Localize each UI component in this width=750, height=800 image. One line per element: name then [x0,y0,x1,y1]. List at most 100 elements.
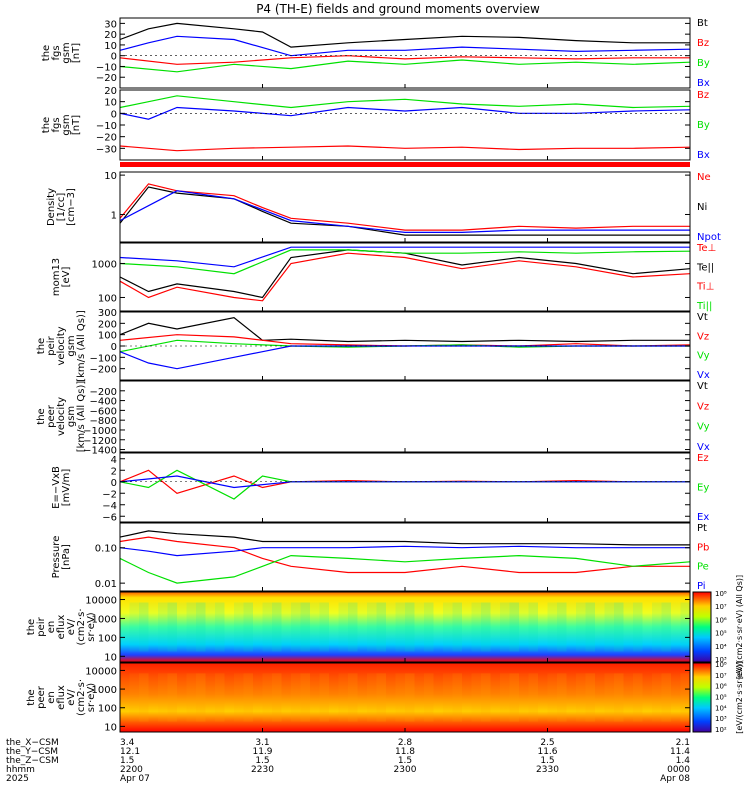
legend-entry: Pi [697,581,706,592]
y-tick-label: 0 [111,109,117,120]
x-tick-label: 2300 [394,765,417,775]
y-tick-label: 1000 [92,685,117,696]
series-line-Bt [119,22,690,48]
x-axis-row-label: the_X−CSM [6,738,59,748]
panel-frame [119,522,691,592]
y-axis-label-line: (cm2·s· [76,679,87,716]
colorbar-tick-label: 10⁵ [715,630,727,638]
y-tick-label: 10 [104,171,117,182]
series-line-Bx [119,106,691,120]
peer_flux-colorbar: 10⁸ 10⁷ 10⁶ 10⁵ 10⁴ 10³ 10² [eV/(cm2·s·sr·eV)] [692,661,744,734]
legend-entry: Bz [697,38,709,49]
y-tick-label: −200 [90,387,117,398]
colorbar-tick-label: 10⁵ [715,694,727,702]
y-axis-label-line: eflux [56,615,67,640]
y-tick-label: 0 [111,342,117,353]
y-axis-label-line: eflux [56,685,67,710]
y-tick-label: 0 [111,478,117,489]
y-tick-label: −6 [102,512,117,523]
y-tick-label: −20 [96,133,117,144]
colorbar-tick-label: 10⁸ [715,661,727,669]
y-tick-label: −1400 [83,446,117,457]
series-line-Vx [119,345,690,370]
y-tick-label: 10000 [85,596,117,607]
legend-entry: Vz [697,401,709,412]
series-line-Bz [119,145,691,152]
y-tick-label: 30 [104,19,117,30]
colorbar-tick-label: 10⁶ [715,616,727,624]
series-line-Bz [119,55,690,65]
legend-entry: Te⊥ [696,243,716,254]
panel-density: 10 1 Density [1/cc] [cm−3] Ne Ni Npot [46,171,721,243]
x-tick-label: 3.4 [120,738,135,748]
y-axis-label-line: peir [36,616,47,636]
y-axis-label: Pressure [nPa] [51,536,72,579]
series-line-Bx [119,35,691,57]
y-axis-label-line: [km/s (All Qs)] [76,310,87,382]
y-tick-label: −800 [90,416,117,427]
y-axis-label-line: peer [46,404,57,428]
x-tick-label: 2.5 [540,738,554,748]
legend-entry: Bx [697,150,710,161]
colorbar-tick-label: 10³ [715,715,727,723]
panel-peir_flux: 10⁸ 10⁷ 10⁶ 10⁵ 10⁴ 10³ [eV/(cm2·s·sr·eV) (All… [26,575,744,679]
x-tick-label: 11.9 [252,747,272,757]
colorbar-tick-label: 10⁴ [715,704,727,712]
y-axis-label-line: Pressure [51,536,62,579]
x-tick-label: 2200 [120,765,143,775]
y-tick-label: 1000 [92,615,117,626]
y-axis-label-line: [nT] [71,43,82,63]
panel-temperature: 1000 100 mom13 [eV] Te⊥ Te|| Ti⊥ Ti|| [51,242,716,312]
y-tick-label: 0.10 [95,544,117,555]
legend-entry: Ez [697,453,709,464]
y-tick-label: 20 [104,30,117,41]
y-axis-label: the peir velocity gsm [km/s (All Qs)] [36,310,87,382]
legend-entry: Bt [697,18,708,29]
legend-entry: Npot [697,232,721,243]
panel-efield: 420−2−4−6 E=−VxB [mV/m] Ez Ey Ex [51,452,709,523]
legend-entry: Ex [697,512,709,523]
panel-frame [119,17,691,89]
x-tick-label: 2.1 [676,738,690,748]
series-line-Pt [119,530,690,546]
series-line-Pi [119,545,690,557]
legend-entry: Te|| [696,262,714,273]
y-axis-label-line: gsm [66,406,77,427]
x-tick-label: 1.5 [398,756,412,766]
y-tick-label: 100 [98,704,117,715]
x-tick-label: 11.6 [537,747,557,757]
x-tick-label: 1.5 [255,756,269,766]
y-tick-label: 300 [98,308,117,319]
y-tick-label: 0 [111,52,117,63]
legend-entry: Vt [697,381,708,392]
y-axis-label-line: gsm [61,114,72,135]
y-axis-label-line: the [26,689,37,705]
colorbar-tick-label: 10⁷ [715,672,727,680]
y-tick-label: 4 [111,455,117,466]
y-axis-label-line: [cm−3] [66,188,77,226]
y-tick-label: −2 [102,489,117,500]
y-axis-label-line: the [41,117,52,133]
y-axis-label-line: peer [36,685,47,709]
series-line-Te⊥ [119,252,691,302]
y-axis-label-line: [mV/m] [61,469,72,507]
y-axis-label-line: gsm [61,42,72,63]
x-tick-label: 1.4 [676,756,691,766]
legend-entry: Ni [697,202,707,213]
legend-entry: Pb [697,542,709,553]
legend-entry: Vy [697,422,710,433]
y-axis-label-line: fgs [51,117,62,132]
legend-entry: By [697,58,710,69]
panel-separator-bar [120,162,690,167]
y-axis-label-line: [km/s (All Qs)] [76,381,87,453]
y-axis-label-line: [nT] [71,115,82,135]
y-axis-label-line: the [36,408,47,424]
legend-entry: Ne [697,172,711,183]
y-axis-label: the fgs gsm [nT] [41,114,82,135]
x-axis-row-label: the_Z−CSM [6,756,59,766]
series-line-Pe [119,554,691,584]
y-axis-label-line: E=−VxB [51,466,62,509]
y-axis-label-line: Density [46,188,57,226]
